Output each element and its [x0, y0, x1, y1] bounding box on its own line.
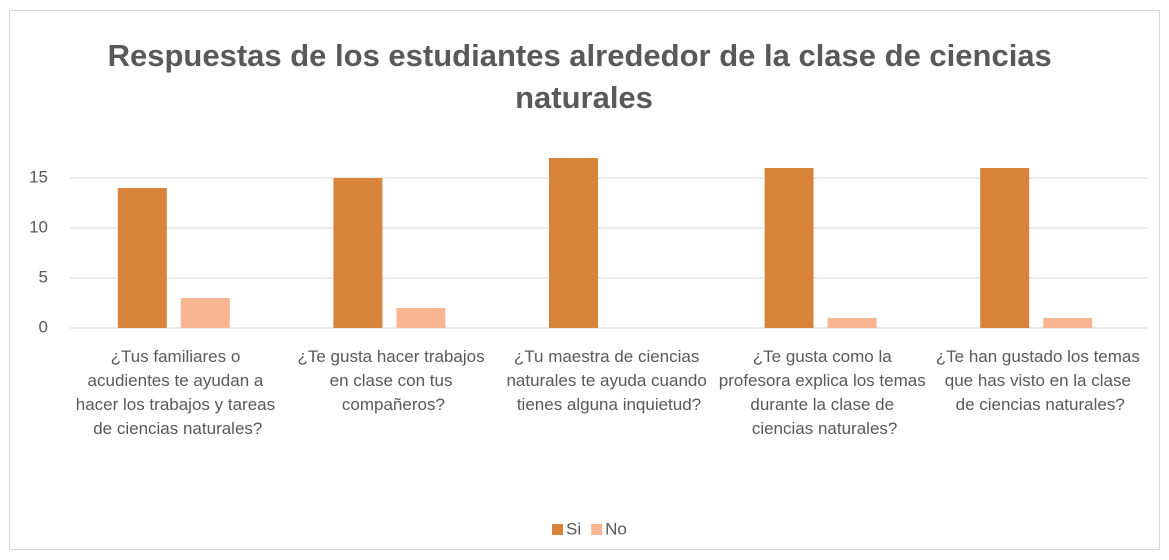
y-tick-label: 15	[29, 167, 48, 186]
bar	[980, 168, 1030, 328]
legend-label: No	[605, 519, 627, 538]
chart-title: Respuestas de los estudiantes alrededor …	[108, 38, 1061, 115]
x-tick-label: ¿Te han gustado los temas que has visto …	[936, 347, 1145, 414]
x-tick-label-line: compañeros?	[342, 395, 445, 414]
x-tick-label-line: de ciencias naturales?	[956, 395, 1125, 414]
bar	[1043, 318, 1093, 328]
legend-label: Si	[566, 519, 581, 538]
x-tick-label-line: durante la clase de	[750, 395, 898, 414]
x-tick-label-line: ¿Tus familiares o	[111, 347, 245, 366]
x-tick-label: ¿Tus familiares o acudientes te ayudan a…	[76, 347, 280, 438]
bar	[827, 318, 877, 328]
x-tick-label-line: acudientes te ayudan a	[88, 371, 269, 390]
bar	[117, 188, 167, 328]
y-tick-label: 5	[39, 267, 48, 286]
bar	[333, 178, 383, 328]
x-tick-label: ¿Tu maestra de ciencias naturales te ayu…	[506, 347, 711, 414]
x-tick-label-line: que has visto en la clase	[945, 371, 1136, 390]
x-tick-label-line: profesora explica los temas	[719, 371, 931, 390]
legend-swatch	[591, 524, 603, 535]
x-tick-label-line: ¿Te han gustado los temas	[936, 347, 1145, 366]
chart-title-line: naturales	[515, 80, 653, 115]
x-tick-label-line: de ciencias naturales?	[93, 419, 262, 438]
x-tick-label-line: hacer los trabajos y tareas	[76, 395, 280, 414]
x-tick-label-line: en clase con tus	[330, 371, 458, 390]
bar	[396, 308, 446, 328]
legend-swatch	[552, 524, 563, 535]
y-tick-label: 0	[39, 317, 48, 336]
bar	[180, 298, 230, 328]
x-tick-label: ¿Te gusta hacer trabajos en clase con tu…	[297, 347, 489, 414]
x-tick-label-line: ¿Te gusta hacer trabajos	[297, 347, 489, 366]
x-tick-label-line: ciencias naturales?	[752, 419, 898, 438]
chart-title-line: Respuestas de los estudiantes alrededor …	[108, 38, 1061, 73]
bar	[549, 158, 598, 328]
x-tick-label-line: ¿Te gusta como la	[753, 347, 897, 366]
y-tick-label: 10	[29, 217, 48, 236]
x-tick-label-line: naturales te ayuda cuando	[506, 371, 711, 390]
x-tick-label-line: tienes alguna inquietud?	[517, 395, 701, 414]
x-tick-label-line: ¿Tu maestra de ciencias	[514, 347, 704, 366]
x-tick-label: ¿Te gusta como la profesora explica los …	[719, 347, 931, 438]
bar	[764, 168, 814, 328]
